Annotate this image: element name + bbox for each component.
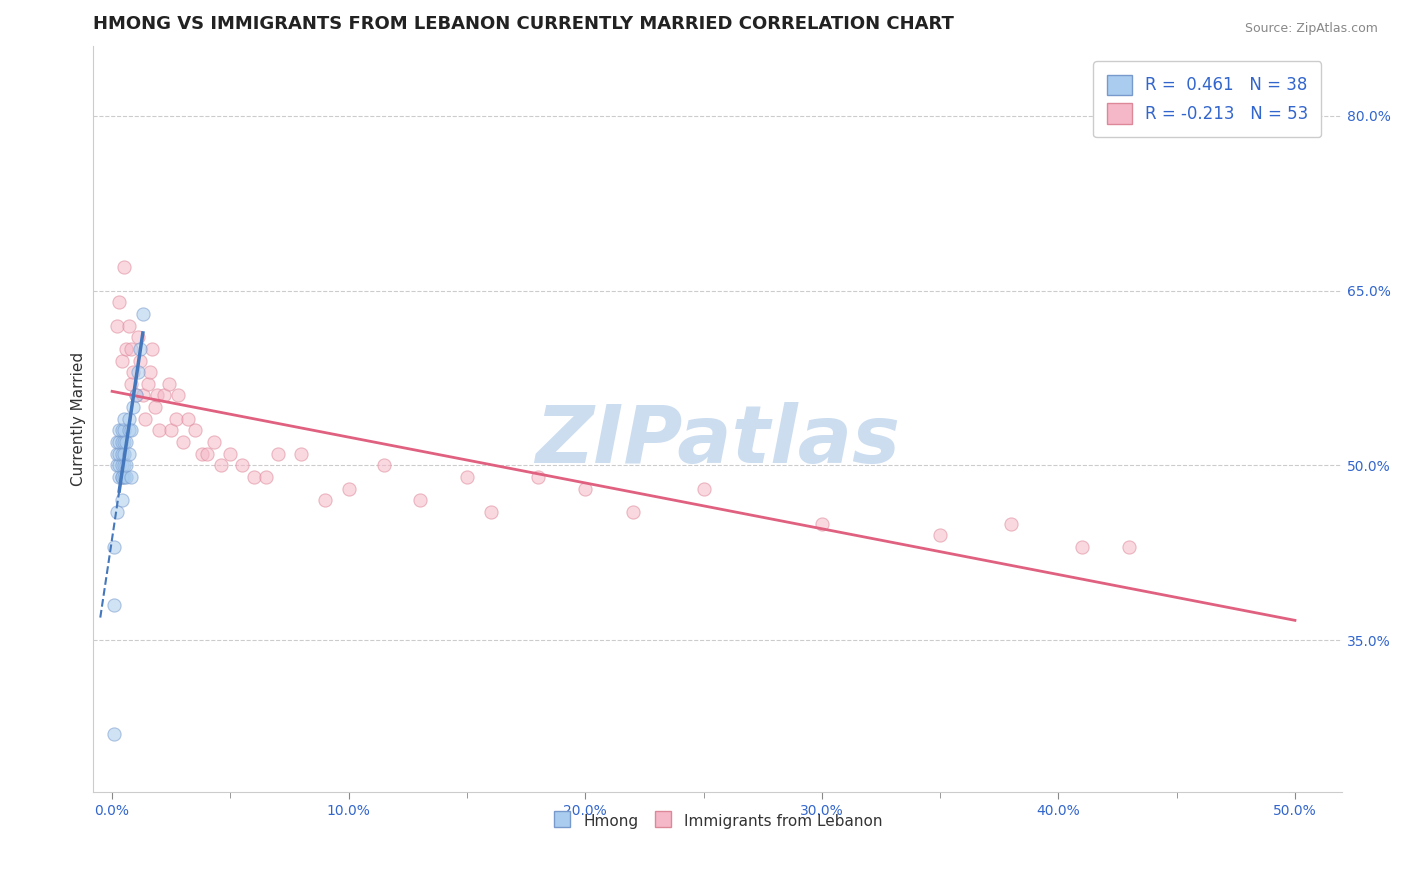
Point xyxy=(122,365,145,379)
Point xyxy=(108,447,131,461)
Point xyxy=(143,400,166,414)
Point xyxy=(1118,540,1140,554)
Point xyxy=(153,388,176,402)
Point xyxy=(167,388,190,402)
Point xyxy=(172,435,194,450)
Point xyxy=(112,260,135,275)
Point xyxy=(115,342,138,356)
Point xyxy=(290,447,312,461)
Point xyxy=(929,528,952,542)
Point xyxy=(254,470,277,484)
Point xyxy=(112,447,135,461)
Point xyxy=(219,447,242,461)
Point xyxy=(105,318,128,333)
Point xyxy=(110,424,132,438)
Point xyxy=(136,376,159,391)
Point xyxy=(112,435,135,450)
Point xyxy=(574,482,596,496)
Point xyxy=(105,447,128,461)
Point xyxy=(146,388,169,402)
Text: HMONG VS IMMIGRANTS FROM LEBANON CURRENTLY MARRIED CORRELATION CHART: HMONG VS IMMIGRANTS FROM LEBANON CURRENT… xyxy=(93,15,955,33)
Point xyxy=(108,435,131,450)
Point xyxy=(165,412,187,426)
Point xyxy=(118,318,141,333)
Point xyxy=(129,342,152,356)
Point xyxy=(110,470,132,484)
Legend: Hmong, Immigrants from Lebanon: Hmong, Immigrants from Lebanon xyxy=(546,805,890,837)
Point xyxy=(112,424,135,438)
Point xyxy=(103,599,125,613)
Point xyxy=(108,470,131,484)
Point xyxy=(1000,516,1022,531)
Point xyxy=(184,424,207,438)
Point xyxy=(112,458,135,473)
Point xyxy=(110,353,132,368)
Point xyxy=(231,458,253,473)
Point xyxy=(267,447,290,461)
Point xyxy=(157,376,180,391)
Point xyxy=(139,365,162,379)
Point xyxy=(621,505,644,519)
Point xyxy=(243,470,266,484)
Point xyxy=(122,400,145,414)
Point xyxy=(105,458,128,473)
Text: ZIPatlas: ZIPatlas xyxy=(536,402,900,480)
Point xyxy=(115,435,138,450)
Point xyxy=(177,412,200,426)
Point xyxy=(456,470,478,484)
Point xyxy=(132,307,155,321)
Point xyxy=(108,458,131,473)
Point xyxy=(134,412,156,426)
Point xyxy=(118,447,141,461)
Point xyxy=(110,493,132,508)
Point xyxy=(527,470,550,484)
Point xyxy=(105,435,128,450)
Point xyxy=(103,726,125,740)
Point xyxy=(1071,540,1094,554)
Point xyxy=(103,540,125,554)
Point xyxy=(115,458,138,473)
Text: Source: ZipAtlas.com: Source: ZipAtlas.com xyxy=(1244,22,1378,36)
Point xyxy=(129,353,152,368)
Point xyxy=(141,342,163,356)
Point xyxy=(373,458,395,473)
Point xyxy=(120,424,142,438)
Point xyxy=(112,470,135,484)
Point xyxy=(209,458,232,473)
Point xyxy=(118,424,141,438)
Point xyxy=(118,412,141,426)
Point xyxy=(112,412,135,426)
Point xyxy=(120,470,142,484)
Point xyxy=(125,388,148,402)
Point xyxy=(202,435,225,450)
Point xyxy=(110,435,132,450)
Point xyxy=(115,470,138,484)
Point xyxy=(110,458,132,473)
Point xyxy=(148,424,170,438)
Point xyxy=(811,516,834,531)
Point xyxy=(108,424,131,438)
Point xyxy=(110,447,132,461)
Point xyxy=(125,388,148,402)
Point xyxy=(127,365,149,379)
Point xyxy=(160,424,183,438)
Point xyxy=(105,505,128,519)
Point xyxy=(479,505,502,519)
Point xyxy=(692,482,714,496)
Point xyxy=(191,447,214,461)
Point xyxy=(314,493,336,508)
Point xyxy=(337,482,360,496)
Point xyxy=(195,447,218,461)
Point xyxy=(120,342,142,356)
Point xyxy=(127,330,149,344)
Point xyxy=(408,493,430,508)
Point xyxy=(108,295,131,310)
Point xyxy=(120,376,142,391)
Point xyxy=(110,470,132,484)
Y-axis label: Currently Married: Currently Married xyxy=(72,351,86,486)
Point xyxy=(132,388,155,402)
